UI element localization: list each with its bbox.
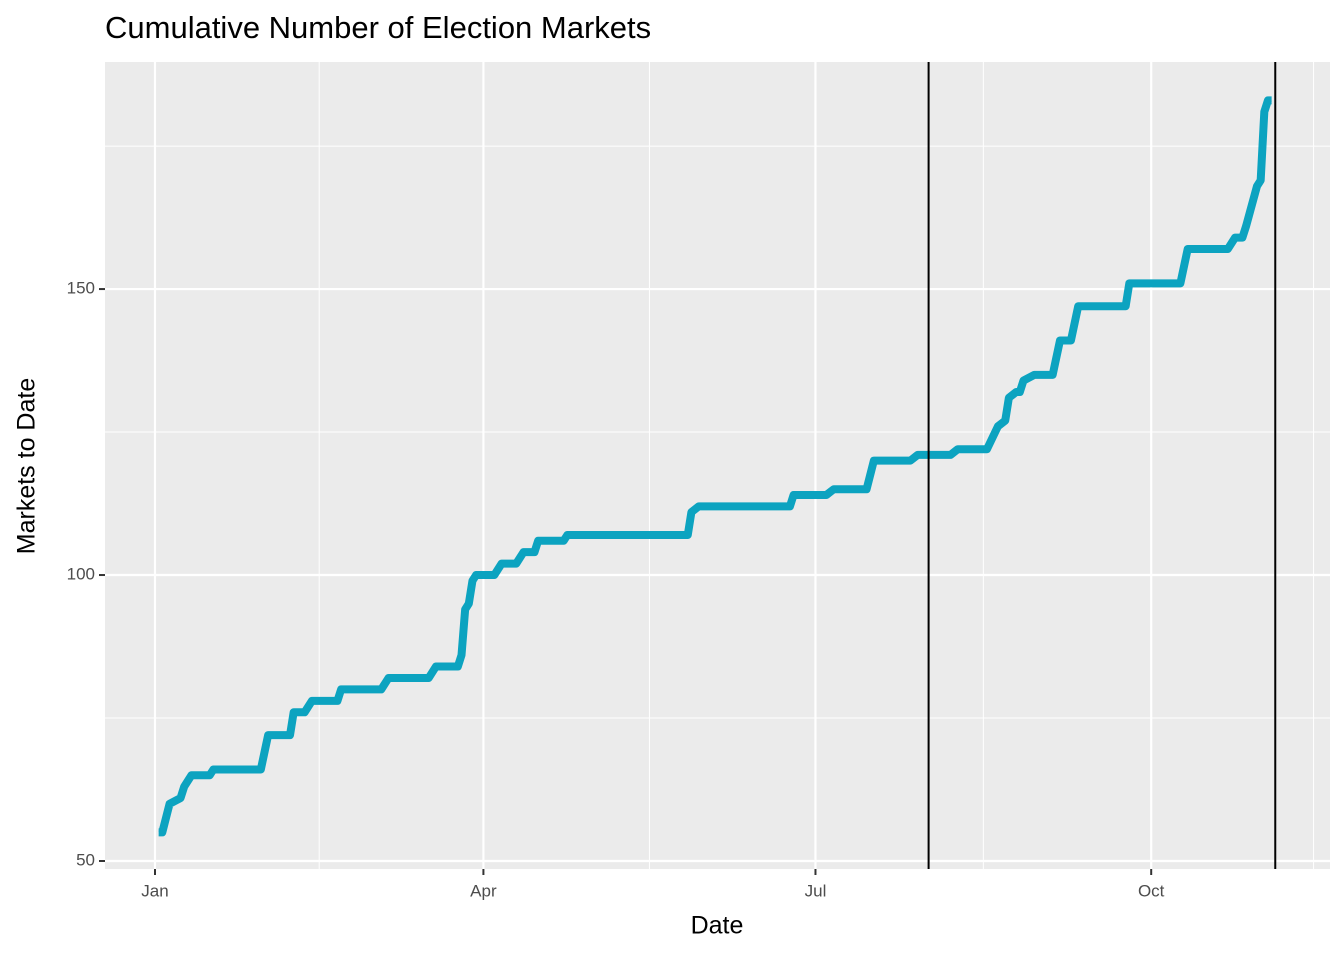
plot-panel	[105, 62, 1330, 869]
x-tick-label: Jan	[141, 881, 168, 900]
x-tick-label: Apr	[470, 881, 497, 900]
y-tick-label: 50	[76, 850, 95, 869]
x-tick-label: Oct	[1138, 881, 1165, 900]
chart-title: Cumulative Number of Election Markets	[105, 10, 651, 45]
y-tick-label: 100	[67, 565, 95, 584]
y-axis-label: Markets to Date	[13, 378, 41, 554]
y-tick-label: 150	[67, 279, 95, 298]
x-tick-label: Jul	[805, 881, 827, 900]
data-line	[158, 96, 1272, 837]
x-axis-label: Date	[691, 912, 744, 940]
